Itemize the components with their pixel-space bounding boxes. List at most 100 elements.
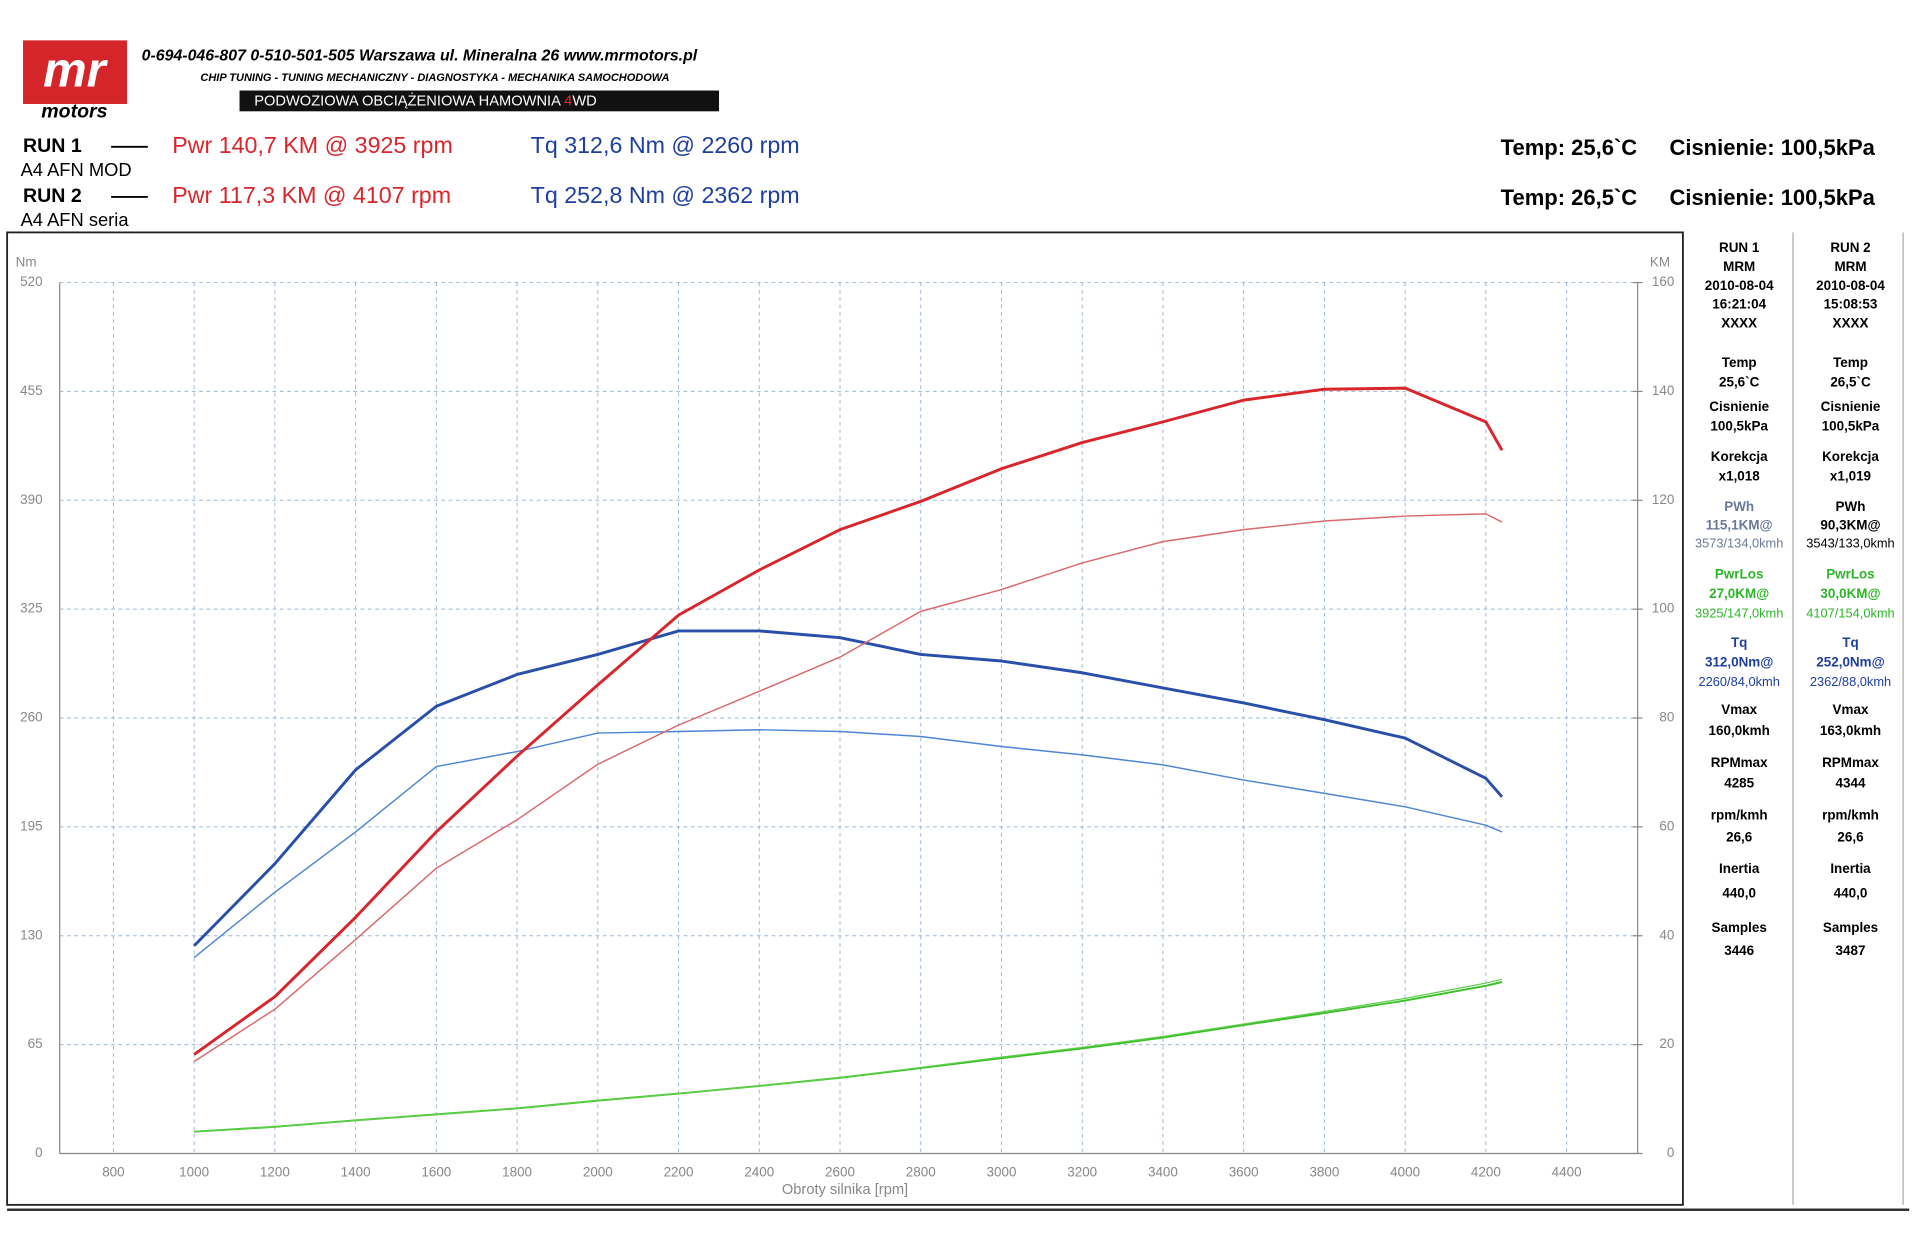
table-cell: 252,0Nm@ xyxy=(1816,655,1884,670)
table-cell: 26,6 xyxy=(1837,829,1863,844)
table-cell: Samples xyxy=(1823,920,1878,935)
y-tick-label: 390 xyxy=(20,492,42,507)
y2-tick-label: 80 xyxy=(1659,710,1674,725)
x-tick-label: 1800 xyxy=(502,1165,532,1180)
table-cell: Korekcja xyxy=(1822,449,1879,464)
table-cell: 4107/154,0kmh xyxy=(1806,605,1894,620)
run-temp: Temp: 25,6`C xyxy=(1501,135,1638,160)
table-head: RUN 2 xyxy=(1830,240,1870,255)
banner xyxy=(239,90,720,112)
table-cell: 440,0 xyxy=(1834,886,1868,901)
run-pwr: Pwr 117,3 KM @ 4107 rpm xyxy=(172,182,451,208)
table-cell: 3925/147,0kmh xyxy=(1695,605,1783,620)
y-axis-title: Nm xyxy=(16,255,37,270)
table-cell: RPMmax xyxy=(1711,755,1768,770)
table-cell: Cisnienie xyxy=(1709,399,1769,414)
y-tick-label: 65 xyxy=(28,1036,43,1051)
x-tick-label: 1000 xyxy=(179,1165,209,1180)
table-cell: 3543/133,0kmh xyxy=(1806,536,1894,551)
y-tick-label: 0 xyxy=(35,1145,42,1160)
table-cell: 2362/88,0kmh xyxy=(1810,674,1891,689)
x-tick-label: 3000 xyxy=(987,1165,1017,1180)
x-tick-label: 1200 xyxy=(260,1165,290,1180)
table-head: 2010-08-04 xyxy=(1816,278,1885,293)
table-cell: 27,0KM@ xyxy=(1709,586,1769,601)
table-cell: Tq xyxy=(1731,635,1747,650)
table-head: XXXX xyxy=(1833,316,1869,331)
y-tick-label: 455 xyxy=(20,383,42,398)
table-cell: Inertia xyxy=(1830,861,1871,876)
x-tick-label: 3200 xyxy=(1067,1165,1097,1180)
table-cell: Vmax xyxy=(1833,702,1869,717)
table-cell: Cisnienie xyxy=(1821,399,1881,414)
x-tick-label: 3800 xyxy=(1309,1165,1339,1180)
table-cell: 90,3KM@ xyxy=(1820,518,1880,533)
y2-tick-label: 20 xyxy=(1659,1036,1674,1051)
banner-text: WD xyxy=(572,93,596,109)
x-tick-label: 1600 xyxy=(421,1165,451,1180)
table-head: 16:21:04 xyxy=(1712,297,1766,312)
table-cell: Inertia xyxy=(1719,861,1760,876)
contact: 0-694-046-807 0-510-501-505 Warszawa ul.… xyxy=(142,47,698,64)
table-cell: RPMmax xyxy=(1822,755,1879,770)
table-cell: Tq xyxy=(1842,635,1858,650)
x-tick-label: 2000 xyxy=(583,1165,613,1180)
table-cell: 26,5`C xyxy=(1830,374,1871,389)
table-cell: 4344 xyxy=(1836,776,1866,791)
series-line xyxy=(194,978,1503,1133)
y2-axis-title: KM xyxy=(1650,255,1670,270)
table-cell: 163,0kmh xyxy=(1820,723,1881,738)
y2-tick-label: 140 xyxy=(1652,383,1674,398)
table-cell: 4285 xyxy=(1724,776,1754,791)
table-cell: 100,5kPa xyxy=(1710,418,1768,433)
x-tick-label: 800 xyxy=(102,1165,124,1180)
run-tq: Tq 252,8 Nm @ 2362 rpm xyxy=(531,182,800,208)
y2-tick-label: 160 xyxy=(1652,274,1674,289)
table-head: 15:08:53 xyxy=(1824,297,1878,312)
x-tick-label: 2800 xyxy=(906,1165,936,1180)
table-cell: Samples xyxy=(1712,920,1767,935)
table-cell: 160,0kmh xyxy=(1709,723,1770,738)
table-cell: rpm/kmh xyxy=(1711,807,1768,822)
y-tick-label: 520 xyxy=(20,274,42,289)
table-cell: 3487 xyxy=(1836,943,1866,958)
run-temp: Temp: 26,5`C xyxy=(1501,185,1638,210)
table-cell: PwrLos xyxy=(1715,566,1764,581)
services: CHIP TUNING - TUNING MECHANICZNY - DIAGN… xyxy=(200,72,669,84)
table-cell: PwrLos xyxy=(1826,566,1875,581)
x-tick-label: 4000 xyxy=(1390,1165,1420,1180)
y-tick-label: 130 xyxy=(20,927,42,942)
y2-tick-label: 0 xyxy=(1667,1145,1674,1160)
table-cell: PWh xyxy=(1836,499,1866,514)
run-tq: Tq 312,6 Nm @ 2260 rpm xyxy=(531,132,800,158)
table-cell: Vmax xyxy=(1721,702,1757,717)
table-cell: 30,0KM@ xyxy=(1820,586,1880,601)
table-cell: 3446 xyxy=(1724,943,1754,958)
run-label: RUN 2 xyxy=(23,185,82,207)
y2-tick-label: 120 xyxy=(1652,492,1674,507)
banner-text: PODWOZIOWA OBCIĄŻENIOWA HAMOWNIA xyxy=(254,91,564,109)
banner-text: PODWOZIOWA OBCIĄŻENIOWA HAMOWNIA 4WD xyxy=(254,91,597,109)
table-cell: 2260/84,0kmh xyxy=(1699,674,1780,689)
series-line xyxy=(193,629,1504,947)
x-axis-title: Obroty silnika [rpm] xyxy=(782,1182,908,1198)
table-cell: 440,0 xyxy=(1722,886,1756,901)
table-cell: 26,6 xyxy=(1726,829,1752,844)
series-line xyxy=(193,729,1503,959)
y-tick-label: 195 xyxy=(20,818,42,833)
frame xyxy=(6,231,1684,1206)
x-tick-label: 2600 xyxy=(825,1165,855,1180)
table-cell: Temp xyxy=(1722,355,1757,370)
table-cell: 115,1KM@ xyxy=(1706,518,1773,533)
x-tick-label: 1400 xyxy=(341,1165,371,1180)
table-cell: PWh xyxy=(1724,499,1754,514)
table-cell: 312,0Nm@ xyxy=(1705,655,1773,670)
y2-tick-label: 100 xyxy=(1652,601,1674,616)
y2-tick-label: 40 xyxy=(1659,927,1674,942)
table-head: MRM xyxy=(1723,259,1755,274)
x-tick-label: 4400 xyxy=(1552,1165,1582,1180)
table-cell: x1,018 xyxy=(1719,469,1761,484)
logo: motors xyxy=(41,101,107,123)
y-tick-label: 325 xyxy=(20,601,42,616)
